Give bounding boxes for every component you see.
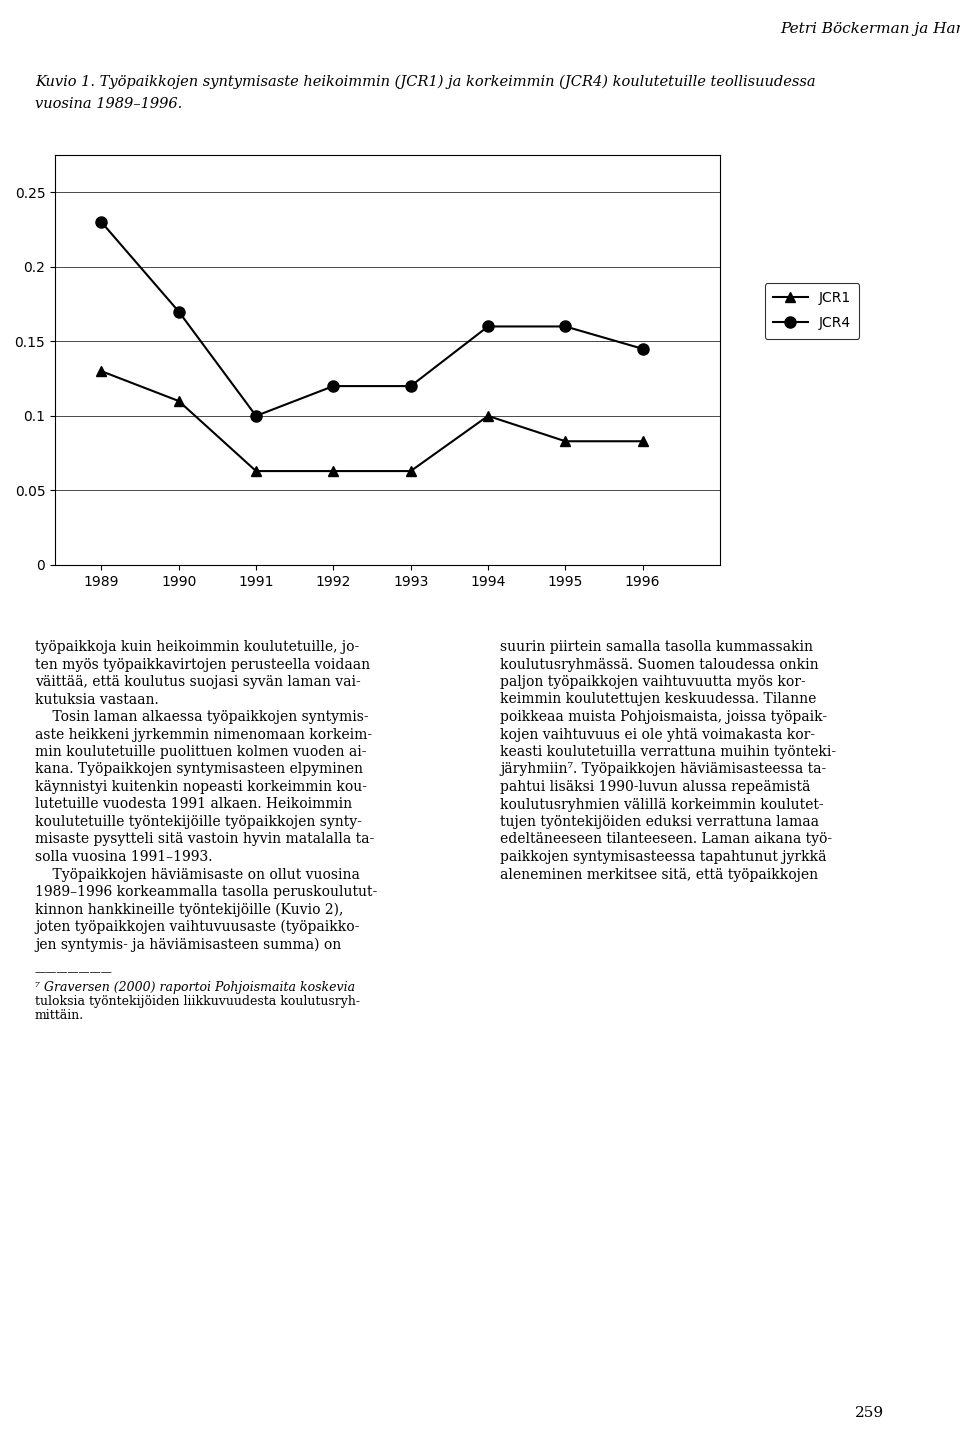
JCR1 xyxy=(482,407,493,424)
Text: kinnon hankkineille työntekijöille (Kuvio 2),: kinnon hankkineille työntekijöille (Kuvi… xyxy=(35,903,344,917)
Text: koulutusryhmässä. Suomen taloudessa onkin: koulutusryhmässä. Suomen taloudessa onki… xyxy=(500,657,819,671)
JCR4 xyxy=(173,302,184,320)
Line: JCR1: JCR1 xyxy=(97,366,648,476)
JCR1 xyxy=(636,433,648,450)
JCR1 xyxy=(173,392,184,410)
Text: mittäin.: mittäin. xyxy=(35,1009,84,1022)
Text: koulutusryhmien välillä korkeimmin koulutet-: koulutusryhmien välillä korkeimmin koulu… xyxy=(500,797,824,812)
Text: solla vuosina 1991–1993.: solla vuosina 1991–1993. xyxy=(35,849,212,864)
JCR1 xyxy=(327,463,339,480)
Text: Petri Böckerman ja Hannu Piekkola: Petri Böckerman ja Hannu Piekkola xyxy=(780,22,960,36)
Text: tujen työntekijöiden eduksi verrattuna lamaa: tujen työntekijöiden eduksi verrattuna l… xyxy=(500,815,819,829)
Text: kana. Työpaikkojen syntymisasteen elpyminen: kana. Työpaikkojen syntymisasteen elpymi… xyxy=(35,763,363,777)
Text: Työpaikkojen häviämisaste on ollut vuosina: Työpaikkojen häviämisaste on ollut vuosi… xyxy=(35,868,360,881)
Text: työpaikkoja kuin heikoimmin koulutetuille, jo-: työpaikkoja kuin heikoimmin koulutetuill… xyxy=(35,640,359,654)
JCR4 xyxy=(251,407,262,424)
Text: ⁷ Graversen (2000) raportoi Pohjoismaita koskevia: ⁷ Graversen (2000) raportoi Pohjoismaita… xyxy=(35,981,355,994)
Text: keasti koulutetuilla verrattuna muihin työnteki-: keasti koulutetuilla verrattuna muihin t… xyxy=(500,745,836,760)
Line: JCR4: JCR4 xyxy=(96,217,648,421)
Text: pahtui lisäksi 1990-luvun alussa repeämistä: pahtui lisäksi 1990-luvun alussa repeämi… xyxy=(500,780,810,794)
Text: joten työpaikkojen vaihtuvuusaste (työpaikko-: joten työpaikkojen vaihtuvuusaste (työpa… xyxy=(35,920,359,935)
Text: keimmin koulutettujen keskuudessa. Tilanne: keimmin koulutettujen keskuudessa. Tilan… xyxy=(500,693,816,706)
Text: koulutetuille työntekijöille työpaikkojen synty-: koulutetuille työntekijöille työpaikkoje… xyxy=(35,815,362,829)
JCR4 xyxy=(327,378,339,395)
Text: ten myös työpaikkavirtojen perusteella voidaan: ten myös työpaikkavirtojen perusteella v… xyxy=(35,657,371,671)
JCR1 xyxy=(405,463,417,480)
Text: ———————: ——————— xyxy=(35,967,113,977)
Text: väittää, että koulutus suojasi syvän laman vai-: väittää, että koulutus suojasi syvän lam… xyxy=(35,674,361,689)
Text: tuloksia työntekijöiden liikkuvuudesta koulutusryh-: tuloksia työntekijöiden liikkuvuudesta k… xyxy=(35,996,360,1009)
Text: min koulutetuille puolittuen kolmen vuoden ai-: min koulutetuille puolittuen kolmen vuod… xyxy=(35,745,367,760)
JCR1 xyxy=(251,463,262,480)
Text: poikkeaa muista Pohjoismaista, joissa työpaik-: poikkeaa muista Pohjoismaista, joissa ty… xyxy=(500,710,828,724)
Text: kutuksia vastaan.: kutuksia vastaan. xyxy=(35,693,158,706)
Legend: JCR1, JCR4: JCR1, JCR4 xyxy=(764,284,859,339)
Text: vuosina 1989–1996.: vuosina 1989–1996. xyxy=(35,97,182,111)
Text: suurin piirtein samalla tasolla kummassakin: suurin piirtein samalla tasolla kummassa… xyxy=(500,640,813,654)
JCR4 xyxy=(482,318,493,336)
Text: edeltäneeseen tilanteeseen. Laman aikana työ-: edeltäneeseen tilanteeseen. Laman aikana… xyxy=(500,832,832,846)
Text: paljon työpaikkojen vaihtuvuutta myös kor-: paljon työpaikkojen vaihtuvuutta myös ko… xyxy=(500,674,805,689)
Text: kojen vaihtuvuus ei ole yhtä voimakasta kor-: kojen vaihtuvuus ei ole yhtä voimakasta … xyxy=(500,728,815,741)
Text: 1989–1996 korkeammalla tasolla peruskoulutut-: 1989–1996 korkeammalla tasolla peruskoul… xyxy=(35,886,377,899)
Text: käynnistyi kuitenkin nopeasti korkeimmin kou-: käynnistyi kuitenkin nopeasti korkeimmin… xyxy=(35,780,367,794)
Text: Tosin laman alkaessa työpaikkojen syntymis-: Tosin laman alkaessa työpaikkojen syntym… xyxy=(35,710,369,724)
Text: aste heikkeni jyrkemmin nimenomaan korkeim-: aste heikkeni jyrkemmin nimenomaan korke… xyxy=(35,728,372,741)
JCR4 xyxy=(96,213,108,230)
JCR4 xyxy=(405,378,417,395)
Text: järyhmiin⁷. Työpaikkojen häviämisasteessa ta-: järyhmiin⁷. Työpaikkojen häviämisasteess… xyxy=(500,763,827,777)
Text: paikkojen syntymisasteessa tapahtunut jyrkkä: paikkojen syntymisasteessa tapahtunut jy… xyxy=(500,849,827,864)
JCR4 xyxy=(560,318,571,336)
Text: aleneminen merkitsee sitä, että työpaikkojen: aleneminen merkitsee sitä, että työpaikk… xyxy=(500,868,818,881)
Text: Kuvio 1. Työpaikkojen syntymisaste heikoimmin (JCR1) ja korkeimmin (JCR4) koulut: Kuvio 1. Työpaikkojen syntymisaste heiko… xyxy=(35,75,816,90)
Text: 259: 259 xyxy=(855,1406,884,1420)
Text: lutetuille vuodesta 1991 alkaen. Heikoimmin: lutetuille vuodesta 1991 alkaen. Heikoim… xyxy=(35,797,352,812)
JCR4 xyxy=(636,340,648,357)
JCR1 xyxy=(560,433,571,450)
Text: jen syntymis- ja häviämisasteen summa) on: jen syntymis- ja häviämisasteen summa) o… xyxy=(35,938,341,952)
JCR1 xyxy=(96,363,108,381)
Text: misaste pysytteli sitä vastoin hyvin matalalla ta-: misaste pysytteli sitä vastoin hyvin mat… xyxy=(35,832,374,846)
